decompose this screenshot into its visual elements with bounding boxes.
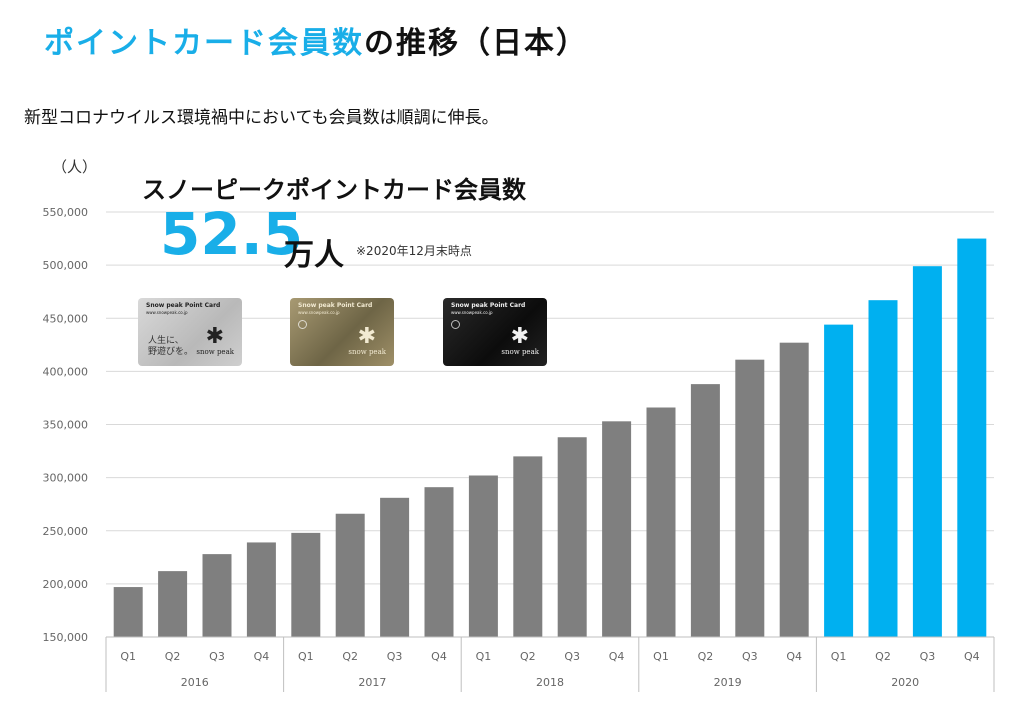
bar bbox=[335, 513, 365, 637]
bar bbox=[735, 359, 765, 637]
bars bbox=[113, 238, 987, 637]
x-tick-label: Q4 bbox=[431, 650, 447, 663]
y-axis-unit: （人） bbox=[52, 158, 98, 176]
y-tick-label: 350,000 bbox=[43, 419, 89, 432]
page-title-accent: ポイントカード会員数 bbox=[44, 26, 364, 61]
bar bbox=[912, 266, 942, 637]
card-logo-text: snow peak bbox=[348, 348, 386, 356]
bar bbox=[557, 437, 587, 637]
x-tick-label: Q4 bbox=[964, 650, 980, 663]
x-tick-label: Q2 bbox=[520, 650, 536, 663]
year-label: 2019 bbox=[714, 676, 742, 689]
bar bbox=[158, 571, 188, 637]
card-brand-text: Snow peak Point Card bbox=[451, 302, 526, 309]
y-tick-label: 500,000 bbox=[43, 259, 89, 272]
bar bbox=[468, 475, 498, 637]
year-label: 2016 bbox=[181, 676, 209, 689]
bar bbox=[957, 238, 987, 637]
card-logo-text: snow peak bbox=[196, 348, 234, 356]
card-badge-icon bbox=[451, 320, 460, 329]
bar bbox=[690, 384, 720, 637]
bar bbox=[424, 487, 454, 637]
bar bbox=[291, 532, 321, 637]
snowpeak-asterisk-icon: ✱ bbox=[510, 324, 529, 349]
page-subtitle: 新型コロナウイルス環境禍中においても会員数は順調に伸長。 bbox=[24, 108, 499, 128]
x-tick-label: Q2 bbox=[342, 650, 358, 663]
card-url-text: www.snowpeak.co.jp bbox=[451, 310, 493, 315]
member-count-int: 52 bbox=[160, 200, 241, 268]
x-tick-label: Q4 bbox=[254, 650, 270, 663]
x-tick-label: Q1 bbox=[298, 650, 314, 663]
x-tick-label: Q3 bbox=[742, 650, 758, 663]
card-url-text: www.snowpeak.co.jp bbox=[146, 310, 188, 315]
y-tick-label: 150,000 bbox=[43, 631, 89, 644]
bar bbox=[779, 342, 809, 637]
x-tick-label: Q2 bbox=[875, 650, 891, 663]
x-axis: Q1 Q2 Q3 Q4 Q1 Q2 Q3 Q4 Q1 Q2 Q3 Q4 Q1 Q2 Q3 Q4 Q1 Q2 Q3 Q4… bbox=[105, 636, 995, 692]
year-label: 2018 bbox=[536, 676, 564, 689]
bar bbox=[602, 421, 632, 637]
gold-point-card: Snow peak Point Card www.snowpeak.co.jp … bbox=[290, 298, 394, 366]
as-of-note: ※2020年12月末時点 bbox=[356, 244, 472, 258]
x-tick-label: Q1 bbox=[653, 650, 669, 663]
snowpeak-asterisk-icon: ✱ bbox=[357, 324, 376, 349]
bar bbox=[646, 407, 676, 637]
x-tick-label: Q2 bbox=[165, 650, 181, 663]
snowpeak-asterisk-icon: ✱ bbox=[205, 324, 224, 349]
bar bbox=[513, 456, 543, 637]
bar bbox=[380, 497, 410, 637]
silver-point-card: Snow peak Point Card www.snowpeak.co.jp … bbox=[138, 298, 242, 366]
x-tick-label: Q3 bbox=[387, 650, 403, 663]
year-label: 2020 bbox=[891, 676, 919, 689]
card-url-text: www.snowpeak.co.jp bbox=[298, 310, 340, 315]
x-tick-label: Q4 bbox=[786, 650, 802, 663]
card-badge-icon bbox=[298, 320, 307, 329]
card-brand-text: Snow peak Point Card bbox=[298, 302, 373, 309]
bar bbox=[113, 587, 143, 637]
x-tick-label: Q1 bbox=[120, 650, 136, 663]
card-logo-text: snow peak bbox=[501, 348, 539, 356]
card-tagline: 人生に、 野遊びを。 bbox=[148, 336, 194, 357]
y-tick-label: 300,000 bbox=[43, 472, 89, 485]
bar bbox=[202, 554, 232, 637]
x-tick-label: Q1 bbox=[476, 650, 492, 663]
black-point-card: Snow peak Point Card www.snowpeak.co.jp … bbox=[443, 298, 547, 366]
member-count-decimal: 5 bbox=[262, 200, 304, 268]
member-count-number: 52.5 bbox=[160, 205, 303, 263]
callout-title: スノーピークポイントカード会員数 bbox=[142, 176, 526, 204]
year-label: 2017 bbox=[358, 676, 386, 689]
bar bbox=[868, 300, 898, 637]
x-tick-label: Q3 bbox=[920, 650, 936, 663]
y-tick-label: 250,000 bbox=[43, 525, 89, 538]
y-axis-ticks: 150,000 200,000 250,000 300,000 350,000 400,0… bbox=[43, 206, 89, 644]
x-tick-label: Q2 bbox=[698, 650, 714, 663]
x-tick-label: Q3 bbox=[564, 650, 580, 663]
bar bbox=[824, 324, 854, 637]
y-tick-label: 400,000 bbox=[43, 365, 89, 378]
member-count-dot: . bbox=[240, 200, 263, 268]
y-tick-label: 550,000 bbox=[43, 206, 89, 219]
y-tick-label: 200,000 bbox=[43, 578, 89, 591]
page-title: ポイントカード会員数の推移（日本） bbox=[44, 18, 588, 62]
page-title-rest: の推移（日本） bbox=[364, 26, 588, 61]
bar bbox=[246, 542, 276, 637]
y-tick-label: 450,000 bbox=[43, 312, 89, 325]
x-tick-label: Q1 bbox=[831, 650, 847, 663]
card-brand-text: Snow peak Point Card bbox=[146, 302, 221, 309]
x-tick-label: Q3 bbox=[209, 650, 225, 663]
member-count-unit: 万人 bbox=[284, 238, 344, 273]
x-tick-label: Q4 bbox=[609, 650, 625, 663]
